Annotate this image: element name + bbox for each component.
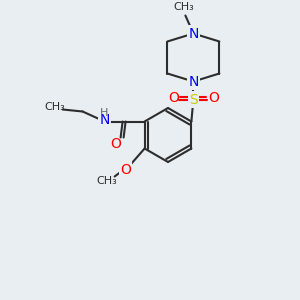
Text: CH₃: CH₃ — [96, 176, 117, 187]
Text: N: N — [99, 113, 110, 128]
Text: N: N — [188, 74, 199, 88]
Text: O: O — [168, 92, 179, 106]
Text: H: H — [99, 107, 108, 118]
Text: O: O — [120, 163, 131, 176]
Text: S: S — [189, 92, 198, 106]
Text: O: O — [208, 92, 219, 106]
Text: O: O — [110, 137, 121, 152]
Text: N: N — [188, 26, 199, 40]
Text: CH₃: CH₃ — [173, 2, 194, 13]
Text: CH₃: CH₃ — [44, 103, 65, 112]
